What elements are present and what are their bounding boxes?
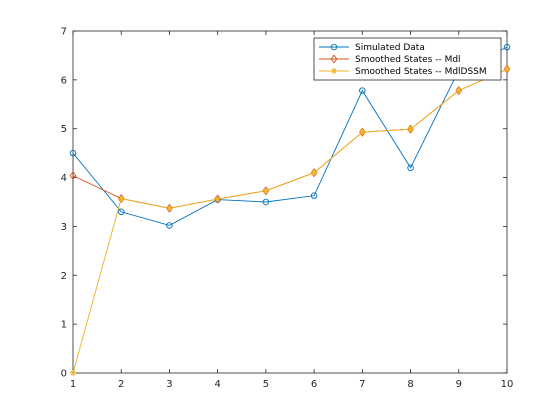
y-tick-label: 6 [61, 75, 67, 86]
y-tick-label: 1 [61, 320, 67, 331]
series-layer [69, 43, 511, 377]
y-tick-label: 7 [61, 27, 67, 38]
data-point [166, 205, 173, 212]
data-point [359, 87, 366, 94]
data-point [166, 222, 173, 229]
x-tick-label: 7 [359, 379, 365, 390]
x-tick-label: 3 [166, 379, 172, 390]
legend-label: Smoothed States -- Mdl [355, 55, 461, 65]
data-point [69, 369, 77, 377]
axes-frame [72, 30, 508, 374]
y-tick-label: 2 [61, 271, 67, 282]
data-point [118, 195, 125, 202]
y-tick-label: 0 [61, 369, 67, 380]
y-tick-label: 4 [61, 173, 67, 184]
data-point [310, 192, 318, 199]
x-tick-label: 9 [456, 379, 462, 390]
data-point [69, 171, 77, 181]
data-point [407, 126, 414, 133]
x-tick-label: 6 [311, 379, 317, 390]
data-point [455, 87, 462, 94]
x-tick-label: 5 [263, 379, 269, 390]
series-1 [69, 43, 511, 229]
legend-label: Simulated Data [355, 43, 425, 53]
x-tick-label: 4 [214, 379, 220, 390]
series-3 [69, 65, 511, 377]
data-point [503, 65, 511, 73]
x-tick-label: 10 [501, 379, 514, 390]
x-axis: 1 2 3 4 5 6 7 8 9 10 [70, 31, 514, 390]
data-point [69, 149, 77, 157]
legend-item: Simulated Data [319, 43, 425, 53]
x-tick-label: 8 [407, 379, 413, 390]
y-tick-label: 3 [61, 222, 67, 233]
data-point [503, 43, 511, 51]
data-point [310, 169, 318, 176]
data-point [262, 187, 270, 194]
legend-marker [330, 67, 338, 75]
legend-item: Smoothed States -- Mdl [319, 54, 461, 65]
data-point [117, 208, 125, 216]
data-point [214, 195, 221, 203]
y-tick-label: 5 [61, 124, 67, 135]
data-point [359, 128, 366, 136]
plot-area [72, 30, 508, 374]
legend-marker [330, 54, 338, 64]
legend-item: Smoothed States -- MdlDSSM [319, 67, 487, 77]
series-line [72, 68, 508, 374]
legend-marker [330, 43, 338, 51]
legend: Simulated Data Smoothed States -- Mdl Smoo… [313, 37, 502, 81]
data-point [262, 198, 270, 206]
data-point [407, 164, 414, 172]
x-tick-label: 1 [70, 379, 76, 390]
x-tick-label: 2 [118, 379, 124, 390]
legend-label: Smoothed States -- MdlDSSM [355, 67, 487, 77]
series-line [72, 46, 508, 226]
